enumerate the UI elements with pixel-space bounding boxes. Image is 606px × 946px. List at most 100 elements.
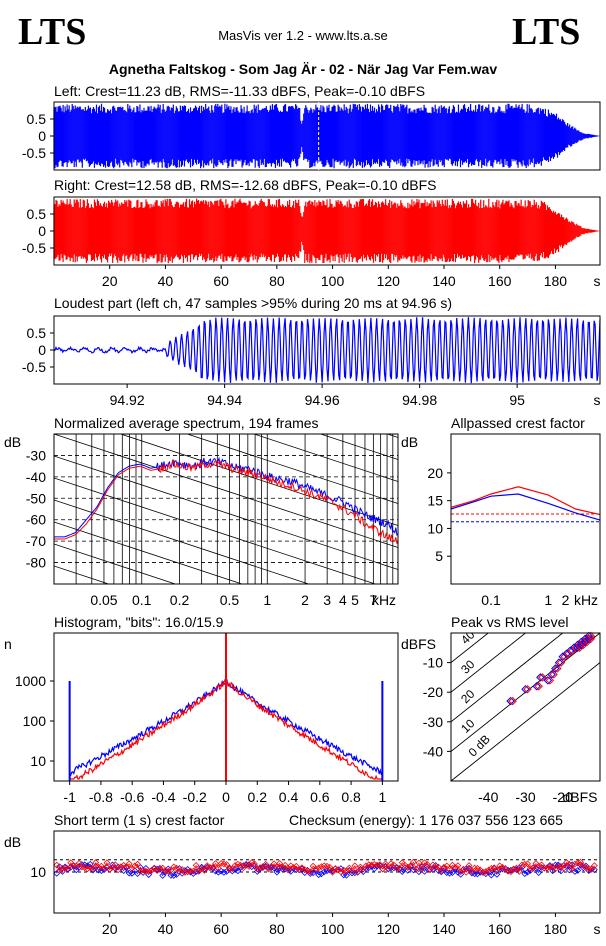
peakrms-point-left xyxy=(532,682,541,691)
peakrms-diagonal xyxy=(451,662,600,781)
left-waveform-ytick-label: -0.5 xyxy=(22,145,46,161)
shortterm-right-point xyxy=(334,866,342,874)
shortterm-xtick-label: 20 xyxy=(102,921,118,937)
shortterm-right-point xyxy=(571,860,579,868)
allpassed-ytick-label: 5 xyxy=(435,548,443,564)
shortterm-right-point xyxy=(145,867,153,875)
shortterm-xtick-label: 160 xyxy=(488,921,512,937)
allpassed-frame xyxy=(450,433,601,585)
peakrms-point-left xyxy=(543,676,553,685)
shortterm-right-point xyxy=(103,859,111,867)
shortterm-right-point xyxy=(253,865,261,873)
shortterm-right-point xyxy=(384,865,392,872)
shortterm-right-point xyxy=(192,861,200,869)
shortterm-left-point xyxy=(214,868,222,876)
shortterm-right-point xyxy=(574,859,582,867)
spectrum-slope-line xyxy=(54,499,310,584)
shortterm-left-point xyxy=(524,868,531,876)
right-waveform-title: Right: Crest=12.58 dB, RMS=-12.68 dBFS, … xyxy=(54,177,436,193)
histogram-ytick-label: 10 xyxy=(30,753,46,769)
spectrum-slope-line xyxy=(252,434,398,482)
histogram-ytick-label: 1000 xyxy=(15,673,46,689)
shortterm-right-point xyxy=(281,861,289,869)
shortterm-title: Short term (1 s) crest factor xyxy=(54,812,225,828)
shortterm-xunit: s xyxy=(594,921,601,937)
right-waveform-xtick-label: 180 xyxy=(544,273,568,289)
shortterm-frame xyxy=(53,830,601,914)
shortterm-right-point xyxy=(376,861,384,868)
spectrum-ylabel: dB xyxy=(4,434,21,450)
peakrms-point-right xyxy=(586,631,596,641)
spectrum-ytick-label: -30 xyxy=(26,447,46,463)
right-waveform-xtick-label: 80 xyxy=(269,273,285,289)
right-waveform-xtick-label: 60 xyxy=(213,273,229,289)
shortterm-right-point xyxy=(379,865,387,873)
spectrum-xunit: kHz xyxy=(372,592,396,608)
right-waveform-xunit: s xyxy=(594,273,601,289)
allpassed-ytick-label: 15 xyxy=(427,493,443,509)
shortterm-left-point xyxy=(273,868,281,876)
shortterm-right-point xyxy=(64,865,72,873)
shortterm-right-point xyxy=(426,866,434,874)
spectrum-slope-line xyxy=(186,434,398,504)
spectrum-xtick-label: 3 xyxy=(323,592,331,608)
right-waveform-series xyxy=(53,198,600,264)
peakrms-xunit: dBFS xyxy=(562,789,597,805)
spectrum-slope-line xyxy=(54,521,244,584)
shortterm-right-point xyxy=(585,865,593,872)
shortterm-right-point xyxy=(284,866,292,874)
shortterm-xtick-label: 120 xyxy=(377,921,401,937)
shortterm-right-point xyxy=(487,865,495,872)
peakrms-point-left xyxy=(521,684,530,694)
loudest-xtick-label: 94.98 xyxy=(402,392,437,408)
allpassed-left-line xyxy=(450,493,601,521)
spectrum-left-line xyxy=(54,456,398,538)
spectrum-ytick-label: -40 xyxy=(26,469,46,485)
spectrum-slope-line xyxy=(54,434,398,548)
shortterm-right-point xyxy=(120,862,128,869)
shortterm-right-point xyxy=(565,860,573,868)
peakrms-ytick-label: -20 xyxy=(423,684,443,700)
shortterm-right-point xyxy=(337,868,345,876)
shortterm-right-point xyxy=(557,863,565,870)
spectrum-xtick-label: 5 xyxy=(351,592,359,608)
shortterm-right-point xyxy=(318,863,325,870)
allpassed-title: Allpassed crest factor xyxy=(451,415,585,431)
spectrum-xtick-label: 0.2 xyxy=(170,592,190,608)
loudest-part-title: Loudest part (left ch, 47 samples >95% d… xyxy=(54,295,452,311)
histogram-ytick-label: 100 xyxy=(23,713,47,729)
histogram-xtick-label: 0.8 xyxy=(341,789,361,805)
spectrum-xtick-label: 0.1 xyxy=(132,592,152,608)
peakrms-frame xyxy=(450,632,601,782)
shortterm-left-point xyxy=(443,869,451,876)
spectrum-xtick-label: 1 xyxy=(263,592,271,608)
spectrum-grid xyxy=(54,434,398,584)
allpassed-ytick-label: 20 xyxy=(427,465,443,481)
shortterm-right-point xyxy=(251,860,258,868)
shortterm-right-point xyxy=(340,866,348,874)
shortterm-right-point xyxy=(396,864,403,872)
shortterm-xtick-label: 40 xyxy=(158,921,174,937)
shortterm-right-point xyxy=(415,859,423,867)
shortterm-right-point xyxy=(568,865,576,873)
shortterm-right-point xyxy=(563,859,570,866)
spectrum-ytick-label: -80 xyxy=(26,555,46,571)
shortterm-right-point xyxy=(315,864,323,872)
histogram-xtick-label: -0.8 xyxy=(89,789,113,805)
shortterm-right-point xyxy=(423,860,431,868)
shortterm-right-point xyxy=(373,861,381,869)
shortterm-left-point xyxy=(343,871,350,879)
spectrum-slope-line xyxy=(54,455,398,570)
right-waveform-xtick-label: 140 xyxy=(432,273,456,289)
shortterm-xtick-label: 80 xyxy=(269,921,285,937)
shortterm-right-point xyxy=(139,866,147,874)
shortterm-xtick-label: 60 xyxy=(213,921,229,937)
app-title: MasVis ver 1.2 - www.lts.a.se xyxy=(218,28,388,43)
peakrms-point-left xyxy=(547,670,556,679)
peakrms-point-right xyxy=(508,696,517,706)
shortterm-right-point xyxy=(223,861,231,868)
histogram-xtick-label: -0.2 xyxy=(183,789,207,805)
peakrms-point-right xyxy=(523,684,532,694)
peakrms-title: Peak vs RMS level xyxy=(451,614,568,630)
allpassed-xunit: kHz xyxy=(574,592,598,608)
